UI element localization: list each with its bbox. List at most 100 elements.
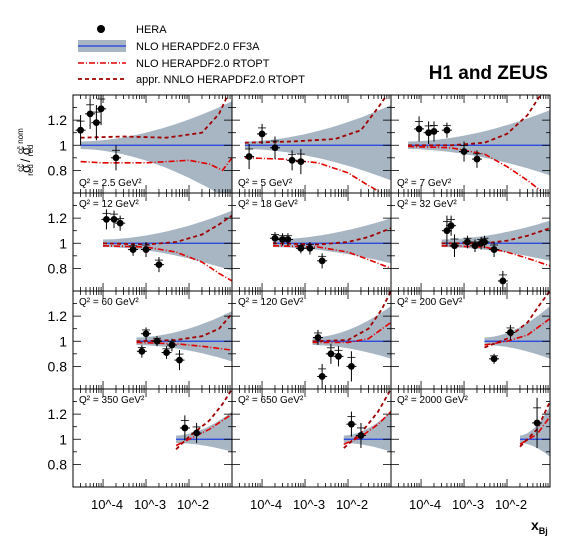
panel-q2-label: Q² = 650 GeV² xyxy=(238,395,304,406)
panel-content xyxy=(343,389,391,452)
data-point xyxy=(348,362,355,370)
panel-content xyxy=(75,95,232,193)
panel-content xyxy=(101,209,232,282)
panel-5: Q² = 32 GeV² xyxy=(390,192,551,292)
data-point xyxy=(297,158,305,165)
data-point xyxy=(507,329,514,336)
data-point xyxy=(318,257,326,265)
data-point xyxy=(258,130,266,138)
data-point xyxy=(348,420,355,428)
nlo-rtopt-curve xyxy=(80,157,232,172)
panel-11: Q² = 2000 GeV² 10^-4 10^-3 10^-2 xyxy=(390,388,551,512)
data-point xyxy=(464,238,471,246)
legend-label-2: NLO HERAPDF2.0 RTOPT xyxy=(136,58,270,70)
x-tick-label: 10^-4 xyxy=(91,497,123,512)
nnlo-rtopt-curve xyxy=(136,313,232,343)
panel-q2-label: Q² = 32 GeV² xyxy=(397,199,457,210)
data-point xyxy=(271,234,279,242)
data-point xyxy=(168,341,176,349)
x-tick-label: 10^-2 xyxy=(336,497,368,512)
nnlo-rtopt-curve xyxy=(484,291,550,349)
panel-q2-label: Q² = 5 GeV² xyxy=(238,178,293,189)
panel-content xyxy=(484,291,550,364)
panel-content xyxy=(312,291,391,389)
data-point xyxy=(110,215,118,223)
y-tick-label: 0.8 xyxy=(48,162,68,178)
x-tick-label: 10^-3 xyxy=(134,497,166,512)
x-tick-label: 10^-2 xyxy=(495,497,527,512)
data-point xyxy=(430,128,438,135)
data-point xyxy=(288,156,296,164)
panel-7: Q² = 120 GeV² xyxy=(231,290,392,390)
panel-q2-label: Q² = 2.5 GeV² xyxy=(79,178,142,189)
x-tick-label: 10^-4 xyxy=(250,497,282,512)
data-point xyxy=(443,126,451,134)
panel-content xyxy=(519,397,550,457)
uncertainty-band xyxy=(244,105,391,181)
panel-q2-label: Q² = 120 GeV² xyxy=(238,297,304,308)
nnlo-rtopt-curve xyxy=(175,389,232,450)
uncertainty-band xyxy=(80,101,232,193)
x-axis-label: xBj xyxy=(531,517,548,536)
data-point xyxy=(533,419,541,427)
data-point xyxy=(279,236,286,243)
panel-3: Q² = 12 GeV² 0.8 1 1.2 xyxy=(48,192,233,292)
data-point xyxy=(153,337,161,345)
panel-q2-label: Q² = 2000 GeV² xyxy=(397,395,469,406)
data-point xyxy=(181,424,189,432)
data-point xyxy=(415,125,423,133)
data-point xyxy=(490,355,498,363)
data-point xyxy=(271,144,279,152)
nlo-rtopt-curve xyxy=(484,317,550,346)
nnlo-rtopt-curve xyxy=(312,291,391,343)
uncertainty-band xyxy=(273,218,391,264)
panel-2: Q² = 7 GeV² xyxy=(390,94,551,194)
y-tick-label: 1.2 xyxy=(48,210,68,226)
x-tick-label: 10^-3 xyxy=(452,497,484,512)
panel-content xyxy=(244,95,391,193)
nlo-rtopt-curve xyxy=(408,145,541,192)
nnlo-rtopt-curve xyxy=(408,95,542,147)
panel-0: Q² = 2.5 GeV² 0.8 1 1.2 xyxy=(48,94,233,194)
data-point xyxy=(451,242,458,250)
data-point xyxy=(284,236,292,243)
x-tick-label: 10^-3 xyxy=(293,497,325,512)
y-tick-label: 1 xyxy=(59,333,67,349)
panel-content xyxy=(136,311,232,371)
y-tick-label: 1.2 xyxy=(48,308,68,324)
nlo-rtopt-curve xyxy=(312,321,391,344)
y-tick-label: 0.8 xyxy=(48,260,68,276)
uncertainty-band xyxy=(103,210,232,271)
panel-content xyxy=(441,215,550,291)
uncertainty-band xyxy=(484,306,550,359)
y-tick-label: 1.2 xyxy=(48,406,68,422)
nnlo-rtopt-curve xyxy=(272,227,391,246)
data-point xyxy=(473,155,481,163)
panel-frame xyxy=(390,388,551,488)
panel-6: Q² = 60 GeV² 0.8 1 1.2 xyxy=(48,290,233,390)
data-point xyxy=(138,347,146,355)
legend-label-1: NLO HERAPDF2.0 FF3A xyxy=(136,41,260,53)
uncertainty-band xyxy=(312,306,391,359)
panel-q2-label: Q² = 12 GeV² xyxy=(79,199,139,210)
y-tick-label: 1 xyxy=(59,235,67,251)
data-point xyxy=(163,349,170,356)
nnlo-rtopt-curve xyxy=(244,95,388,144)
panel-q2-label: Q² = 18 GeV² xyxy=(238,199,298,210)
nlo-rtopt-curve xyxy=(244,157,382,193)
data-point xyxy=(155,261,163,269)
uncertainty-band xyxy=(441,220,550,261)
data-point xyxy=(460,148,468,155)
data-point xyxy=(92,119,100,127)
panel-9: Q² = 350 GeV² 0.8 1 1.2 10^-4 10^-3 10^-2 xyxy=(48,388,233,512)
legend-label-3: appr. NNLO HERAPDF2.0 RTOPT xyxy=(136,74,305,86)
panel-q2-label: Q² = 60 GeV² xyxy=(79,297,139,308)
nnlo-rtopt-curve xyxy=(102,214,232,246)
data-point xyxy=(176,356,183,364)
data-point xyxy=(97,105,105,113)
legend-label-0: HERA xyxy=(136,24,167,36)
data-point xyxy=(335,352,342,360)
data-point xyxy=(116,219,124,227)
data-point xyxy=(245,153,253,160)
